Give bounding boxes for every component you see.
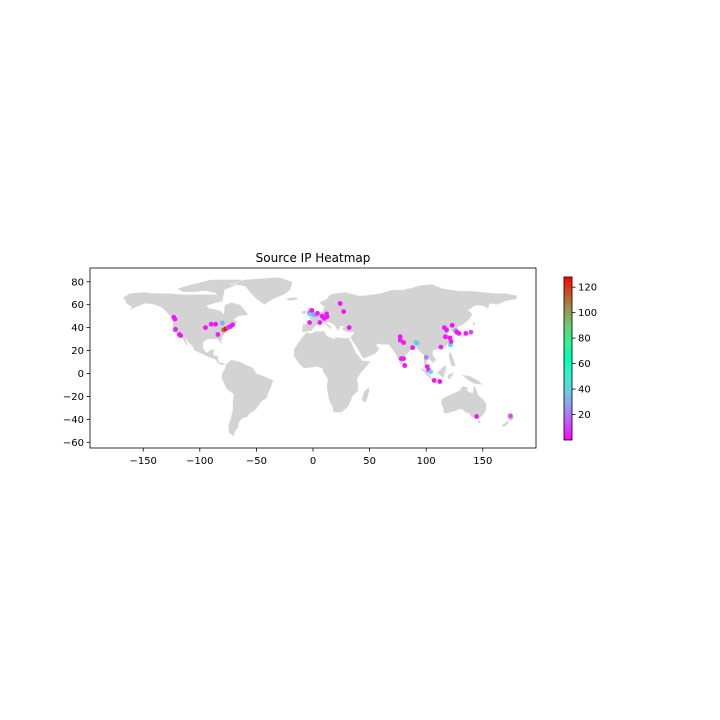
colorbar-tick-label: 100: [578, 308, 597, 319]
world-map-basemap: [122, 276, 517, 437]
data-point: [437, 379, 443, 384]
data-point: [346, 325, 352, 330]
y-tick-label: 40: [71, 323, 84, 334]
data-point: [463, 331, 469, 336]
colorbar-frame: [563, 276, 573, 441]
y-tick-label: −60: [63, 438, 84, 449]
data-point: [401, 356, 406, 361]
x-tick-label: −150: [129, 456, 156, 467]
land-region: [460, 374, 484, 386]
chart-title: Source IP Heatmap: [256, 251, 371, 265]
data-point: [213, 321, 219, 327]
y-tick-label: 20: [71, 346, 84, 357]
land-region: [361, 386, 370, 403]
data-point: [402, 363, 408, 368]
data-point: [341, 309, 346, 314]
land-region: [221, 359, 274, 437]
data-point: [230, 322, 236, 328]
data-point: [172, 316, 178, 322]
x-tick-label: 150: [473, 456, 492, 467]
colorbar-tick-label: 80: [578, 334, 591, 345]
y-tick-label: 0: [78, 369, 84, 380]
colorbar-tick-label: 60: [578, 359, 591, 370]
data-point: [431, 378, 437, 383]
data-point: [397, 337, 403, 343]
data-point: [309, 308, 315, 313]
land-region: [176, 279, 244, 303]
scatter-points: [171, 301, 513, 419]
data-point: [337, 301, 343, 306]
colorbar-axis: 20 40 60 80 100 120: [572, 283, 597, 421]
data-point: [444, 327, 449, 333]
data-point: [423, 355, 429, 360]
data-point: [208, 321, 214, 327]
data-point: [401, 340, 406, 345]
x-axis: −150 −100 −50 0 50 100 150: [129, 448, 492, 467]
y-tick-label: −40: [63, 415, 84, 426]
data-point: [428, 369, 434, 375]
data-point: [449, 322, 455, 328]
data-point: [317, 320, 323, 325]
data-point: [438, 344, 444, 350]
data-point: [443, 334, 448, 340]
land-region: [476, 420, 481, 424]
data-point: [215, 332, 221, 337]
land-region: [301, 310, 307, 315]
land-region: [440, 384, 487, 419]
y-axis: −60 −40 −20 0 20 40 60 80: [63, 277, 90, 449]
land-region: [285, 296, 299, 301]
land-region: [448, 352, 456, 367]
data-point: [173, 326, 178, 332]
colorbar-tick-label: 40: [578, 385, 591, 396]
data-point: [203, 325, 208, 330]
x-tick-label: −100: [186, 456, 213, 467]
y-tick-label: 60: [71, 300, 84, 311]
colorbar-tick-label: 20: [578, 410, 591, 421]
data-point: [315, 310, 320, 316]
data-point: [508, 413, 513, 419]
colorbar-tick-label: 120: [578, 283, 597, 294]
data-point: [456, 331, 462, 336]
x-tick-label: 100: [417, 456, 436, 467]
data-point: [397, 334, 403, 340]
data-point: [178, 333, 184, 338]
y-tick-label: −20: [63, 392, 84, 403]
x-tick-label: −50: [246, 456, 267, 467]
data-point: [220, 320, 225, 326]
land-region: [447, 371, 455, 380]
colorbar: 20 40 60 80 100 120: [563, 276, 597, 441]
data-point: [474, 414, 479, 419]
data-point: [468, 329, 474, 335]
colorbar-gradient: [564, 277, 572, 440]
land-region: [436, 365, 447, 379]
land-region: [293, 283, 517, 413]
land-region: [230, 276, 293, 305]
land-region: [500, 420, 511, 428]
y-tick-label: 80: [71, 277, 84, 288]
x-tick-label: 0: [310, 456, 316, 467]
data-point: [414, 340, 420, 346]
data-point: [324, 314, 330, 320]
data-point: [307, 320, 312, 325]
data-point: [448, 339, 454, 344]
x-tick-label: 50: [363, 456, 376, 467]
data-point: [410, 345, 415, 351]
